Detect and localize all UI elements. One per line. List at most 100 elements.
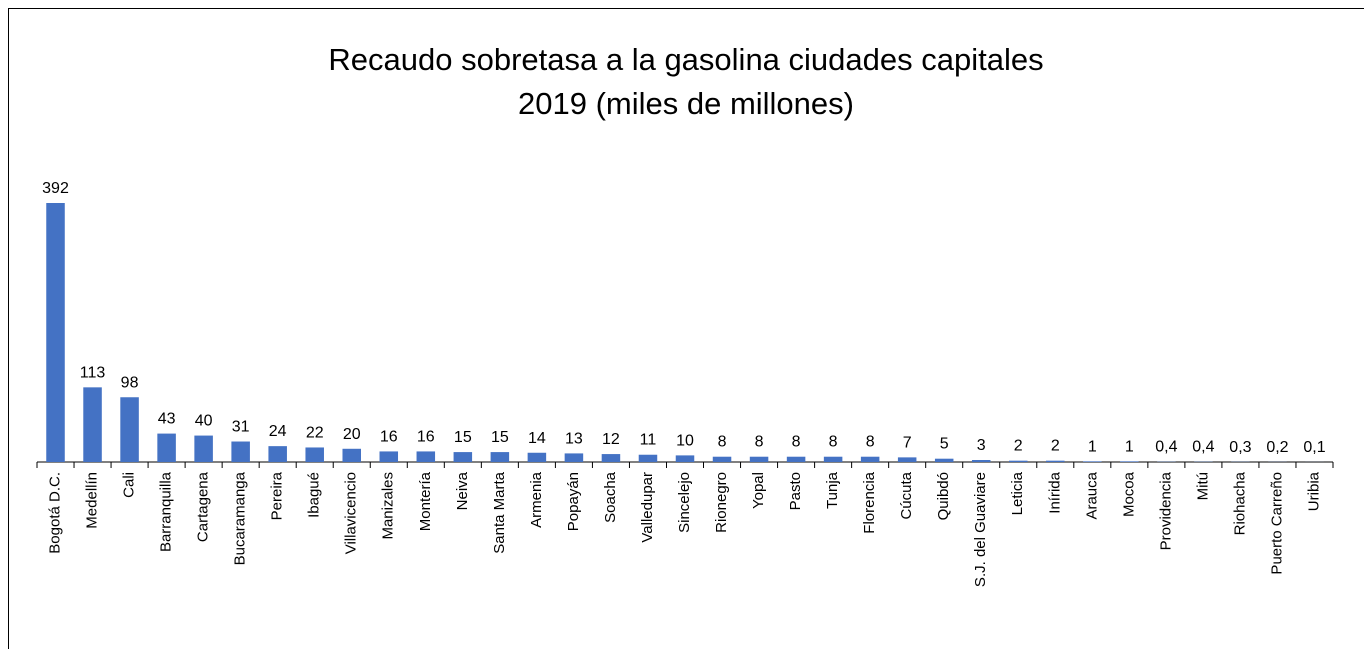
x-tick-label: Cartagena [195, 471, 212, 542]
x-tick-label: Barranquilla [158, 471, 175, 552]
bar [453, 452, 473, 462]
x-tick-label: Cúcuta [898, 471, 915, 519]
x-tick-label: Pasto [787, 472, 804, 510]
bar [379, 451, 399, 462]
x-tick-label: Mocoa [1120, 471, 1137, 517]
x-tick-label: Santa Marta [491, 471, 508, 553]
data-label: 15 [491, 429, 509, 446]
bar [712, 456, 732, 462]
x-tick-label: Leticia [1009, 471, 1026, 515]
data-label: 11 [640, 432, 657, 449]
x-tick-label: Sincelejo [676, 472, 693, 533]
data-label: 40 [195, 413, 213, 430]
x-tick-label: Bogotá D.C. [46, 472, 63, 554]
bar [749, 456, 769, 462]
chart-frame [8, 8, 1364, 649]
x-tick-label: Mitú [1194, 472, 1211, 500]
data-label: 31 [232, 419, 250, 436]
bar [860, 456, 880, 462]
x-tick-label: Cali [121, 472, 138, 498]
data-label: 0,4 [1192, 439, 1214, 456]
bar [46, 203, 65, 462]
bar [823, 456, 843, 462]
bar [786, 456, 806, 462]
data-label: 16 [380, 428, 398, 445]
data-label: 43 [158, 411, 176, 428]
data-label: 7 [903, 434, 912, 451]
bar [1046, 460, 1065, 462]
x-tick-label: Florencia [861, 471, 878, 533]
x-tick-label: Armenia [528, 471, 545, 528]
data-label: 24 [269, 423, 287, 440]
bar [1120, 461, 1139, 462]
data-label: 20 [343, 426, 361, 443]
x-tick-label: Rionegro [713, 472, 730, 533]
x-tick-label: Tunja [824, 471, 841, 509]
data-label: 5 [940, 436, 949, 453]
bar [1009, 460, 1028, 462]
x-tick-label: Yopal [750, 472, 767, 509]
data-label: 1 [1125, 438, 1134, 455]
x-tick-label: Pereira [269, 471, 286, 520]
data-label: 13 [565, 430, 583, 447]
x-tick-label: Puerto Carreño [1268, 472, 1285, 575]
data-label: 14 [528, 430, 546, 447]
data-label: 392 [42, 180, 69, 197]
data-label: 0,2 [1266, 439, 1288, 456]
x-tick-label: Quibdó [935, 472, 952, 520]
bar [1083, 461, 1102, 462]
bar [490, 452, 510, 462]
x-tick-label: Inírida [1046, 471, 1063, 513]
data-label: 15 [454, 429, 472, 446]
data-label: 1 [1088, 438, 1097, 455]
x-tick-label: Bucaramanga [232, 471, 249, 565]
bar [934, 458, 954, 462]
x-tick-label: Montería [417, 471, 434, 531]
data-label: 0,4 [1155, 439, 1177, 456]
x-tick-label: Popayán [565, 472, 582, 531]
data-label: 113 [80, 364, 106, 381]
x-tick-label: Valledupar [639, 472, 656, 543]
bar [897, 457, 917, 462]
data-label: 8 [718, 434, 727, 451]
x-tick-label: Ibagué [306, 472, 323, 518]
x-tick-label: Providencia [1157, 471, 1174, 550]
bar [305, 447, 324, 462]
bar [268, 446, 287, 462]
x-tick-label: Uribia [1305, 471, 1322, 511]
bar [120, 397, 139, 462]
x-tick-label: S.J. del Guaviare [972, 472, 989, 587]
chart-title: 2019 (miles de millones) [518, 86, 854, 121]
x-tick-label: Neiva [454, 471, 471, 510]
data-label: 0,3 [1229, 439, 1251, 456]
bar [342, 448, 361, 462]
data-label: 8 [755, 434, 764, 451]
data-label: 16 [417, 428, 435, 445]
data-label: 2 [1014, 438, 1023, 455]
x-tick-label: Medellín [84, 472, 101, 529]
bar [83, 387, 102, 462]
data-label: 22 [306, 424, 324, 441]
bar [675, 455, 695, 462]
x-tick-label: Arauca [1083, 471, 1100, 519]
x-tick-label: Soacha [602, 471, 619, 523]
data-label: 3 [977, 437, 986, 454]
bar [638, 454, 658, 462]
x-tick-label: Manizales [380, 472, 397, 540]
data-label: 2 [1051, 438, 1060, 455]
data-label: 98 [121, 374, 139, 391]
data-label: 0,1 [1303, 439, 1325, 456]
bar [416, 451, 436, 462]
bar [971, 460, 991, 462]
bar [194, 435, 213, 462]
data-label: 8 [792, 434, 801, 451]
bar [231, 441, 250, 462]
bar [601, 454, 621, 462]
data-label: 10 [676, 432, 694, 449]
bar [564, 453, 584, 462]
data-label: 8 [866, 434, 875, 451]
bar [157, 433, 176, 462]
chart-title: Recaudo sobretasa a la gasolina ciudades… [328, 42, 1043, 77]
